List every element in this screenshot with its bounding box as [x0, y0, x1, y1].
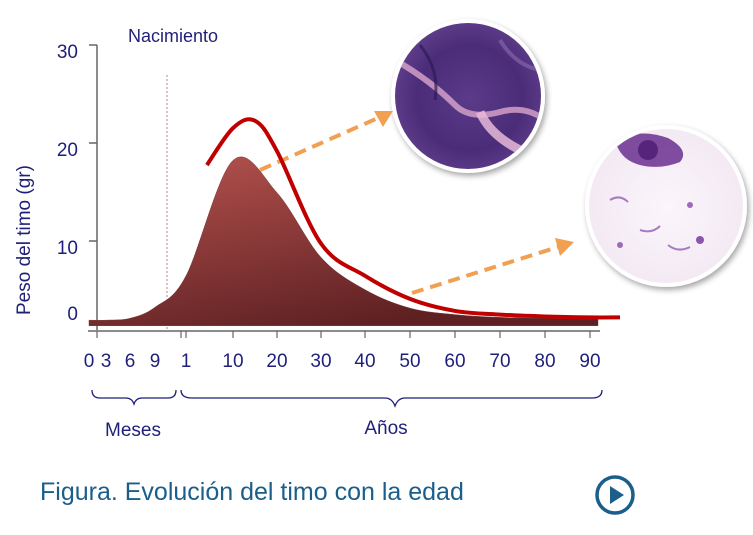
play-circle-icon[interactable]	[594, 474, 636, 516]
figure-caption: Figura. Evolución del timo con la edad	[40, 478, 464, 506]
x-tick-label-year: 70	[489, 351, 510, 372]
histology-image-young	[391, 19, 545, 173]
y-axis-label: Peso del timo (gr)	[14, 165, 35, 315]
arrow-to-young-tissue	[259, 111, 393, 172]
arrow-to-old-tissue	[411, 238, 574, 295]
x-tick-label-month: 9	[150, 351, 161, 372]
x-tick-label-year: 1	[181, 351, 192, 372]
thymus-weight-line	[205, 117, 621, 320]
x-tick-label-year: 80	[534, 351, 555, 372]
y-tick-label: 10	[57, 238, 78, 259]
x-tick-label-year: 20	[266, 351, 287, 372]
y-tick-label: 30	[57, 42, 78, 63]
years-brace	[180, 389, 603, 408]
months-brace	[91, 389, 177, 407]
x-tick-label-month: 0	[84, 351, 95, 372]
x-tick-label-month: 3	[101, 351, 112, 372]
birth-label: Nacimiento	[128, 26, 218, 46]
x-tick-label-month: 6	[125, 351, 136, 372]
x-tick-label-year: 90	[579, 351, 600, 372]
histology-image-old	[585, 125, 747, 287]
months-label: Meses	[105, 420, 161, 441]
y-tick-label: 20	[57, 140, 78, 161]
x-tick-label-year: 60	[444, 351, 465, 372]
x-tick-label-year: 30	[310, 351, 331, 372]
thymus-weight-area	[88, 156, 599, 326]
x-tick-label-year: 40	[354, 351, 375, 372]
years-label: Años	[364, 418, 407, 439]
y-tick-label: 0	[67, 304, 78, 325]
x-tick-label-year: 10	[222, 351, 243, 372]
x-tick-label-year: 50	[399, 351, 420, 372]
